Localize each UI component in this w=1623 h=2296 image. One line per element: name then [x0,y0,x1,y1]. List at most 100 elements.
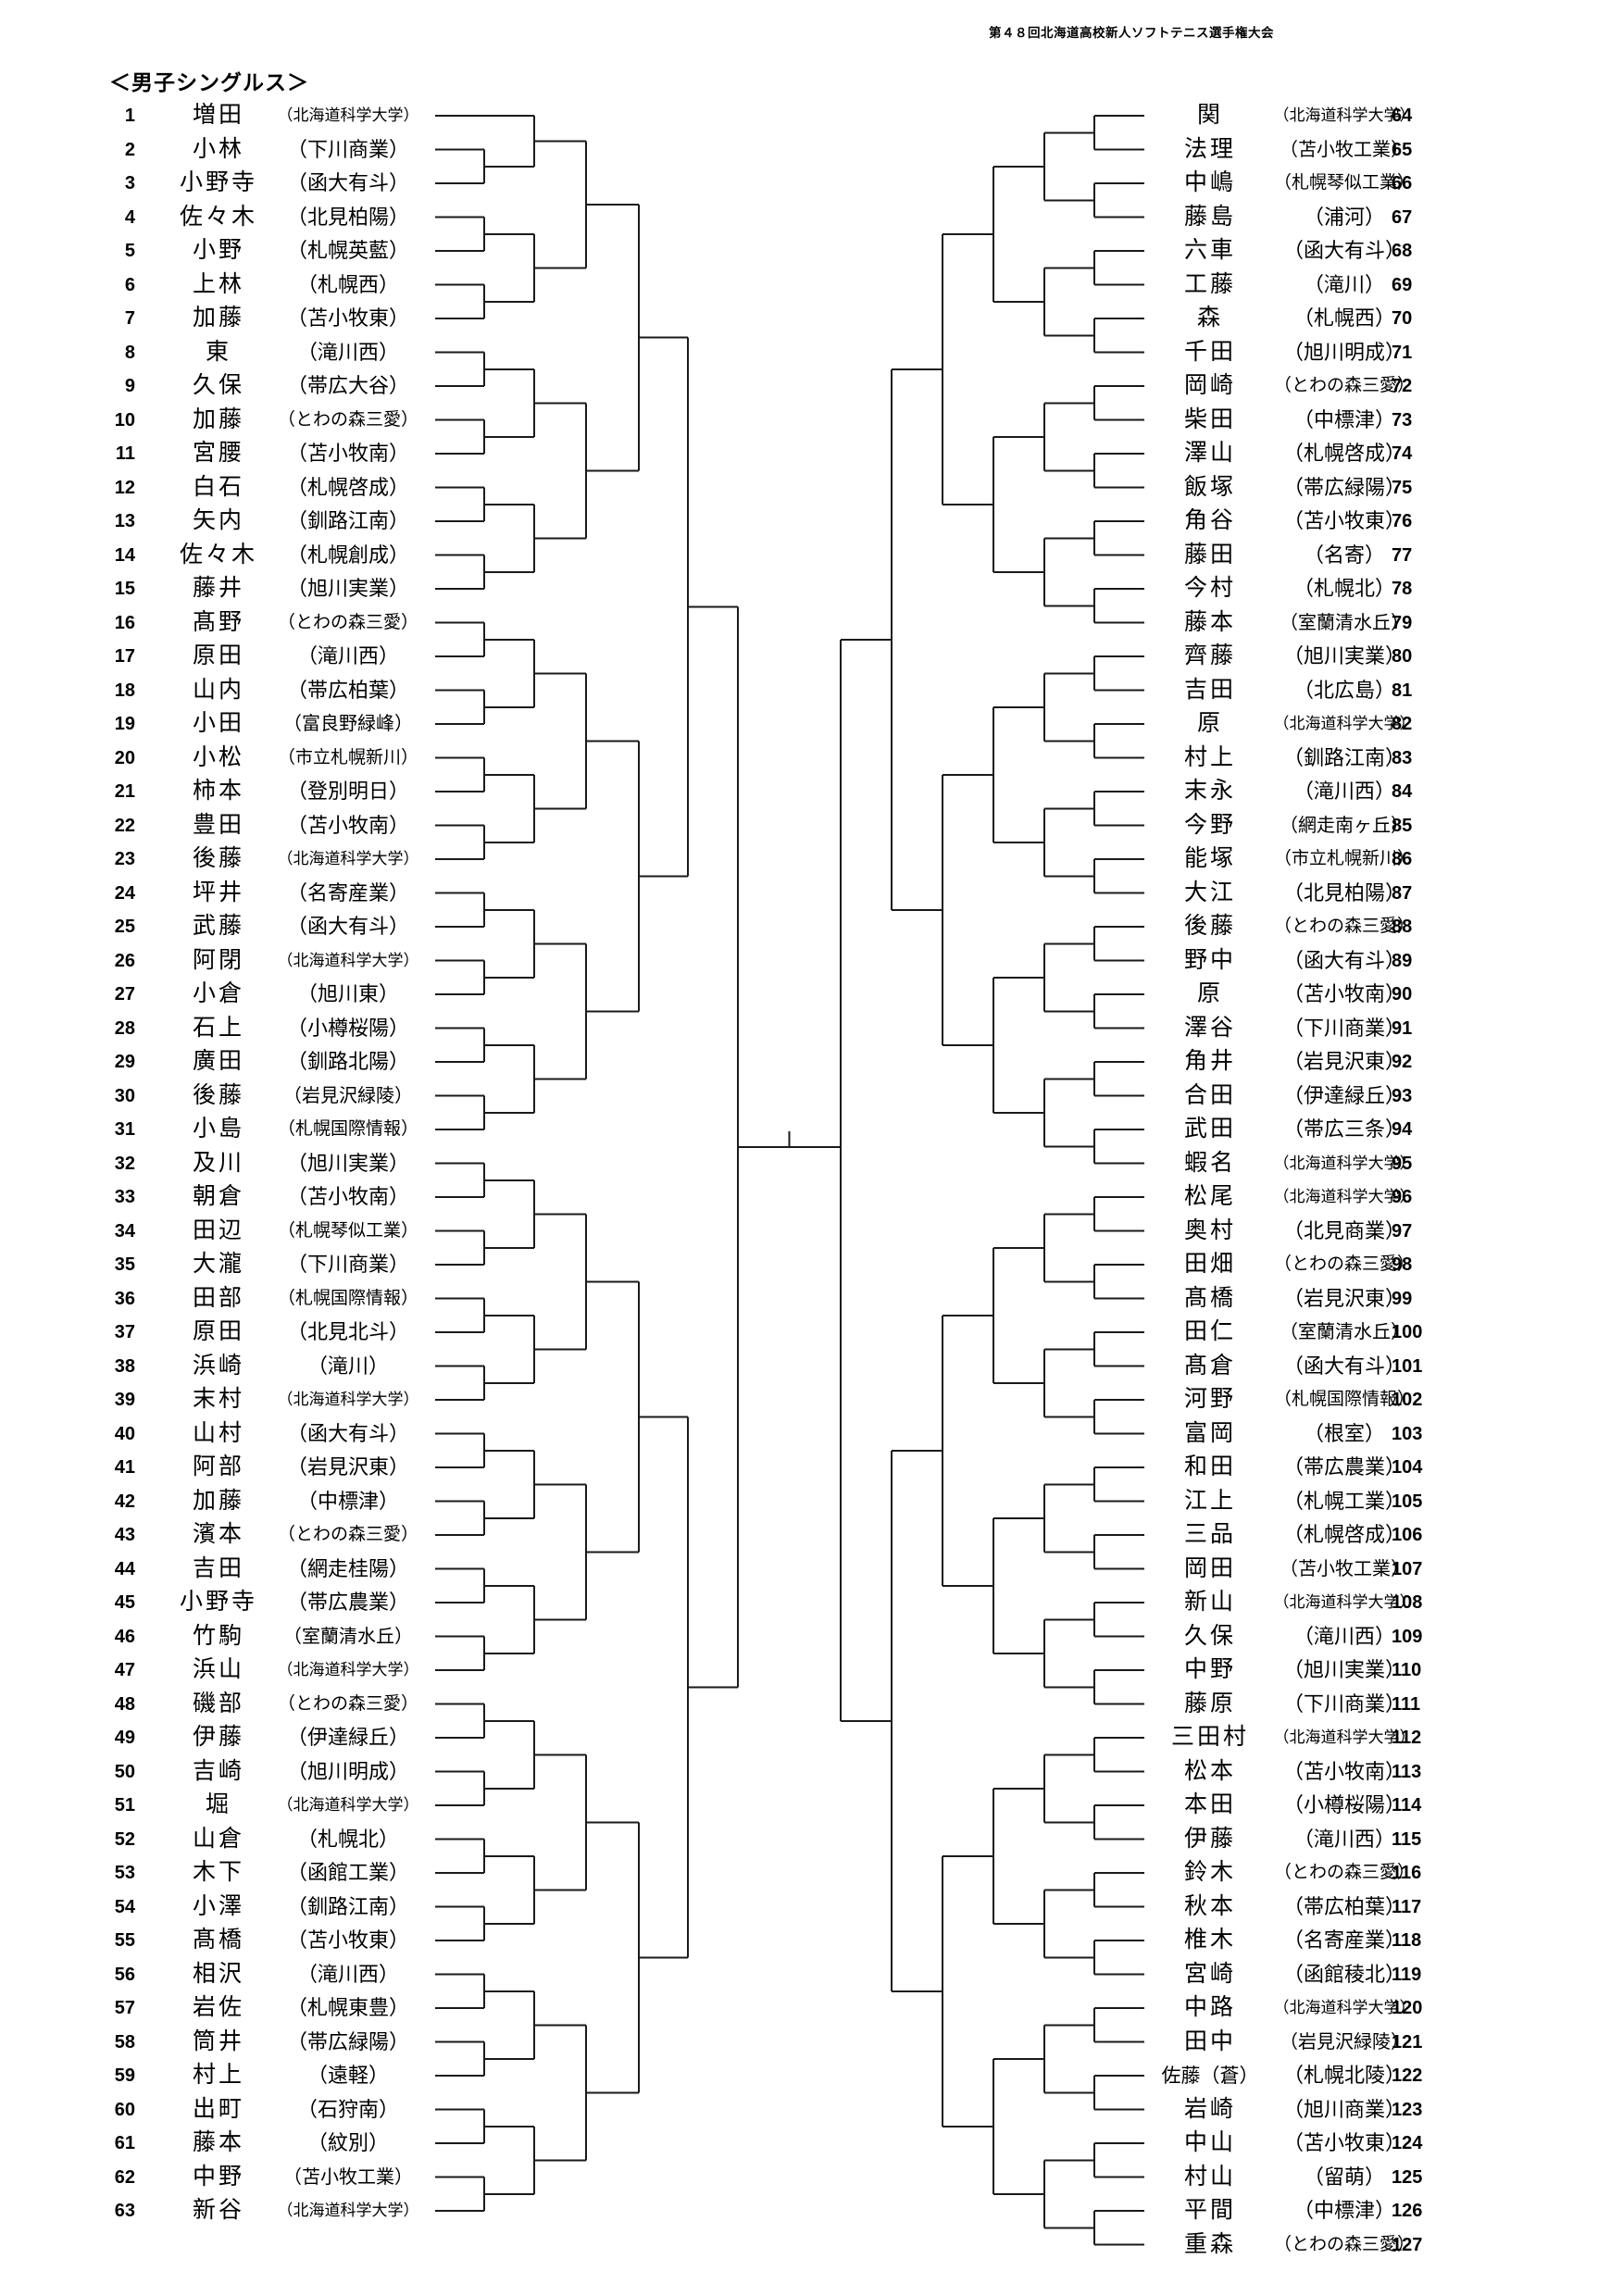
player-school: （とわの森三愛） [277,1525,418,1544]
player-name: 中嶋 [1183,170,1236,195]
player-name: 加藤 [192,406,244,432]
player-school: （苫小牧工業） [1280,1558,1409,1579]
player-name: 末永 [1183,779,1236,804]
player-school: （帯広柏葉） [286,678,409,702]
seed-number: 73 [1392,409,1413,430]
player-name: 伊藤 [192,1725,244,1750]
player-school: （札幌琴似工業） [1273,173,1415,193]
player-name: 朝倉 [192,1184,244,1209]
player-name: 相沢 [192,1961,244,1987]
player-name: 角井 [1183,1049,1236,1074]
player-school: （とわの森三愛） [277,612,418,632]
bracket-connector-path [435,115,1144,2246]
player-school: （滝川西） [1292,1624,1395,1648]
player-school: （函大有斗） [1282,239,1405,262]
player-school: （函大有斗） [1282,948,1405,972]
seed-number: 26 [114,950,135,971]
seed-number: 18 [114,680,135,701]
player-school: （苫小牧東） [1282,509,1405,532]
seed-number: 45 [114,1592,135,1613]
player-school: （滝川西） [296,1962,399,1986]
seed-number: 67 [1392,206,1413,228]
player-school: （室蘭清水丘） [1280,612,1409,633]
player-name: 髙橋 [192,1928,244,1953]
player-name: 中山 [1183,2130,1236,2155]
player-name: 筒井 [192,2028,244,2054]
seed-number: 112 [1392,1728,1422,1748]
player-school: （名寄） [1303,543,1385,567]
player-name: 田中 [1183,2028,1236,2054]
player-school: （とわの森三愛） [1273,376,1415,395]
player-name: 武田 [1183,1117,1236,1142]
player-name: 藤島 [1183,204,1236,230]
player-school: （札幌国際情報） [277,1119,418,1139]
player-name: 和田 [1183,1454,1236,1479]
player-school: （釧路江南） [286,1894,409,1918]
player-name: 藤田 [1183,542,1236,568]
seed-number: 85 [1392,815,1413,836]
player-school: （滝川） [1303,272,1385,296]
player-name: 佐々木 [179,204,257,230]
seed-number: 17 [114,646,135,667]
seed-number: 20 [114,747,135,768]
player-name: 廣田 [192,1049,244,1074]
seed-number: 95 [1392,1153,1413,1174]
player-school: （札幌西） [1292,306,1395,330]
seed-number: 100 [1392,1322,1423,1342]
seed-number: 65 [1392,139,1413,160]
seed-number: 124 [1392,2133,1423,2153]
player-name: 新山 [1183,1590,1236,1615]
seed-number: 101 [1392,1355,1423,1377]
player-school: （札幌国際情報） [277,1288,418,1308]
seed-number: 72 [1392,376,1413,396]
player-name: 阿部 [192,1454,244,1479]
player-name: 阿閉 [192,947,244,973]
player-name: 松本 [1183,1758,1236,1784]
seed-number: 62 [114,2166,135,2188]
player-name: 松尾 [1183,1184,1236,1209]
player-school: （滝川西） [296,644,399,668]
player-name: 小野寺 [179,1590,257,1615]
player-school: （滝川西） [1292,780,1395,803]
player-school: （帯広柏葉） [1282,1894,1405,1918]
player-name: 澤山 [1183,441,1236,466]
player-school: （函館工業） [286,1861,409,1884]
seed-number: 46 [114,1626,135,1647]
player-name: 飯塚 [1183,474,1236,500]
player-school: （網走桂陽） [286,1556,409,1580]
player-name: 村上 [1183,744,1236,770]
player-name: 能塚 [1183,846,1236,871]
seed-number: 5 [124,241,135,261]
seed-number: 111 [1392,1693,1421,1715]
seed-number: 42 [114,1491,135,1512]
player-name: 加藤 [192,1488,244,1514]
seed-number: 48 [114,1693,135,1715]
player-name: 浜崎 [192,1353,244,1379]
player-school: （下川商業） [1282,1691,1405,1716]
player-name: 今村 [1183,576,1236,601]
player-school: （函大有斗） [286,171,409,194]
player-name: 本田 [1183,1792,1236,1817]
player-school: （北海道科学大学） [277,951,419,969]
player-school: （帯広緑陽） [286,2029,409,2053]
player-school: （網走南ヶ丘） [1280,815,1409,836]
seed-number: 19 [114,714,135,734]
seed-number: 4 [124,206,135,228]
player-name: 秋本 [1183,1893,1236,1919]
player-name: 小島 [192,1117,244,1142]
player-name: 新谷 [192,2198,244,2223]
seed-number: 58 [114,2031,135,2053]
seed-number: 56 [114,1964,135,1985]
player-school: （富良野緑峰） [283,714,413,734]
seed-number: 121 [1392,2031,1423,2053]
player-school: （函大有斗） [286,915,409,938]
player-school: （留萌） [1303,2165,1385,2189]
seed-number: 63 [114,2201,135,2221]
player-school: （苫小牧南） [286,813,409,837]
seed-number: 55 [114,1930,135,1951]
seed-number: 123 [1392,2099,1423,2120]
player-school: （函大有斗） [286,1421,409,1445]
seed-number: 109 [1392,1626,1423,1647]
player-name: 柴田 [1183,406,1236,432]
